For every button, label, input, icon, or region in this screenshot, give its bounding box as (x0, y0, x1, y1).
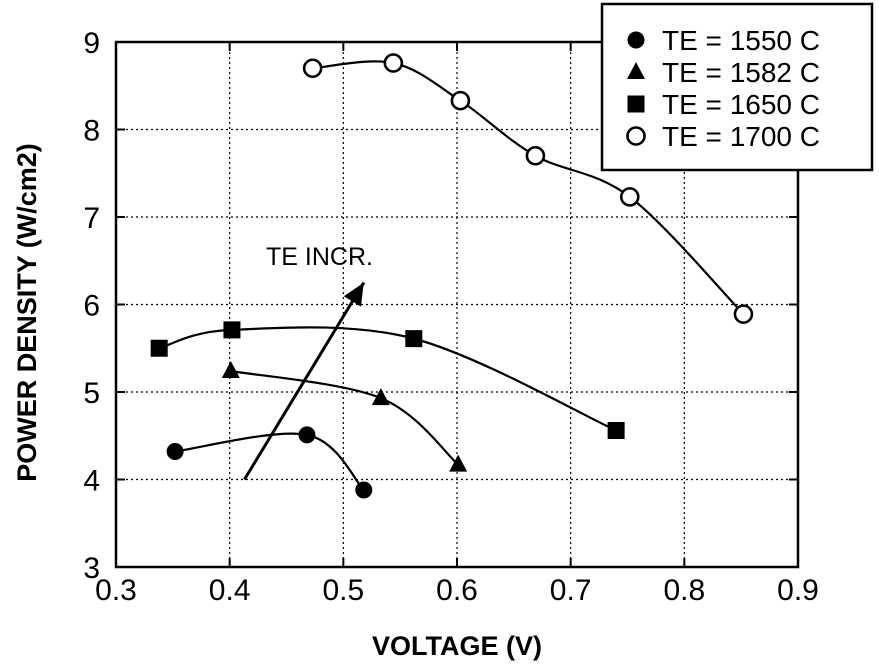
x-tick-label: 0.9 (777, 574, 819, 607)
x-tick-label: 0.6 (436, 574, 478, 607)
legend-marker (627, 62, 645, 79)
x-tick-label: 0.5 (322, 574, 364, 607)
y-tick-label: 4 (83, 465, 100, 498)
x-axis-label: VOLTAGE (V) (372, 631, 542, 661)
annotation-label: TE INCR. (266, 243, 373, 271)
annotation-arrow-head (343, 282, 364, 307)
y-tick-label: 7 (83, 202, 100, 235)
series-3-point (223, 321, 241, 339)
x-tick-label: 0.8 (663, 574, 705, 607)
series-1-point (355, 481, 373, 499)
series-2-curve (230, 369, 459, 466)
x-tick-label: 0.4 (209, 574, 251, 607)
series-1-curve (174, 432, 365, 491)
series-1-point (298, 426, 316, 444)
legend-marker (627, 95, 645, 113)
x-tick-label: 0.7 (550, 574, 592, 607)
series-2-point (449, 454, 468, 472)
y-tick-label: 5 (83, 377, 100, 410)
y-tick-label: 9 (83, 27, 100, 60)
series-4-point (733, 304, 754, 324)
legend-marker (627, 31, 645, 49)
annotation: TE INCR. (243, 243, 373, 481)
series-4-point (302, 58, 323, 79)
data-markers (150, 53, 754, 499)
legend-marker (626, 126, 646, 146)
grid (116, 42, 798, 567)
x-tick-label: 0.3 (95, 574, 137, 607)
y-tick-label: 6 (83, 290, 100, 323)
series-2-point (371, 388, 390, 406)
series-3-point (150, 339, 168, 357)
series-1-point (166, 443, 184, 460)
y-axis-label: POWER DENSITY (W/cm2) (12, 143, 42, 482)
axis-ticks: 0.3 0.4 0.5 0.6 0.7 0.8 0.9 3 4 5 6 7 8 9 (83, 27, 819, 607)
series-3-point (405, 330, 423, 348)
legend-label: TE = 1582 C (662, 57, 820, 88)
series-3-curve (158, 326, 617, 432)
legend-label: TE = 1650 C (662, 89, 820, 120)
legend-label: TE = 1700 C (662, 121, 820, 152)
series-4-point (383, 53, 404, 73)
legend: TE = 1550 CTE = 1582 CTE = 1650 CTE = 17… (600, 2, 874, 172)
y-tick-label: 3 (83, 552, 100, 585)
annotation-arrow-shaft (243, 281, 366, 481)
legend-label: TE = 1550 C (662, 25, 820, 56)
series-4-point (619, 187, 640, 207)
legend-box (600, 2, 874, 172)
y-tick-label: 8 (83, 115, 100, 148)
series-2-point (221, 361, 240, 378)
series-3-point (607, 422, 625, 439)
series-4-point (525, 145, 546, 166)
series-4-point (450, 90, 471, 111)
